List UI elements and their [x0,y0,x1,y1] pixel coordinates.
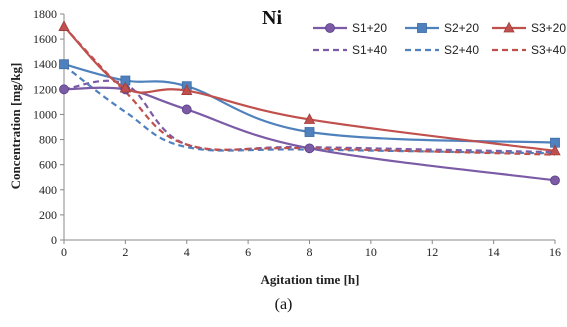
legend-item: S1+40 [313,43,387,57]
legend-label: S2+40 [444,43,479,57]
y-tick-label: 1200 [33,82,57,96]
legend-item: S2+20 [405,21,479,35]
y-tick-label: 1600 [33,32,57,46]
legend-label: S1+40 [352,43,387,57]
chart: 0 200 400 600 800 1000 1200 1400 1600 1800 0 2 4 6 8 10… [8,7,566,287]
x-tick-label: 6 [245,245,251,259]
y-axis-title: Concentration [mg/kg] [8,63,23,190]
legend-marker [325,23,335,33]
series-S2+20 [59,59,560,148]
y-tick-label: 1000 [33,107,57,121]
legend-item: S1+20 [313,21,387,35]
legend-label: S1+20 [352,21,387,35]
legend-item: S3+40 [492,43,566,57]
y-tick-label: 600 [39,158,57,172]
data-point [59,84,69,95]
y-tick-label: 1400 [33,57,57,71]
data-point [59,59,69,70]
chart-title: Ni [262,7,282,29]
legend-item: S2+40 [405,43,479,57]
x-axis-title: Agitation time [h] [261,272,360,287]
data-point [181,104,192,115]
y-tick-label: 1800 [33,7,57,21]
data-point [303,113,316,124]
data-point [58,20,70,31]
legend-item: S3+20 [492,21,566,35]
x-tick-label: 14 [488,245,500,259]
legend-marker [417,23,427,33]
legend-label: S3+40 [531,43,566,57]
data-point [119,81,132,93]
x-tick-label: 12 [426,245,438,259]
y-tick-label: 800 [39,133,57,147]
legend-label: S3+20 [531,21,566,35]
legend-marker [503,21,515,33]
x-tick-label: 8 [307,245,313,259]
series-S1+40 [63,79,556,154]
data-point [181,84,193,95]
series-layer [58,20,561,186]
series-line [63,25,556,152]
data-point [550,175,560,186]
x-tick-label: 10 [365,245,377,259]
x-tick-label: 0 [61,245,67,259]
x-tick-label: 4 [184,245,190,259]
data-point [549,144,561,156]
y-tick-label: 0 [51,233,57,247]
x-tick-label: 2 [122,245,128,259]
series-line [63,79,556,154]
series-S3+20 [58,20,561,156]
data-point [304,127,315,137]
legend: S1+20 S2+20 S3+20 S1+40 S2+40 S3+40 [313,21,566,57]
data-point [304,143,315,154]
figure-caption: (a) [274,296,293,313]
x-tick-label: 16 [549,245,561,259]
y-tick-label: 400 [39,183,57,197]
y-tick-label: 200 [39,208,57,222]
axes: 0 200 400 600 800 1000 1200 1400 1600 1800 0 2 4 6 8 10… [33,7,561,259]
legend-label: S2+20 [444,21,479,35]
